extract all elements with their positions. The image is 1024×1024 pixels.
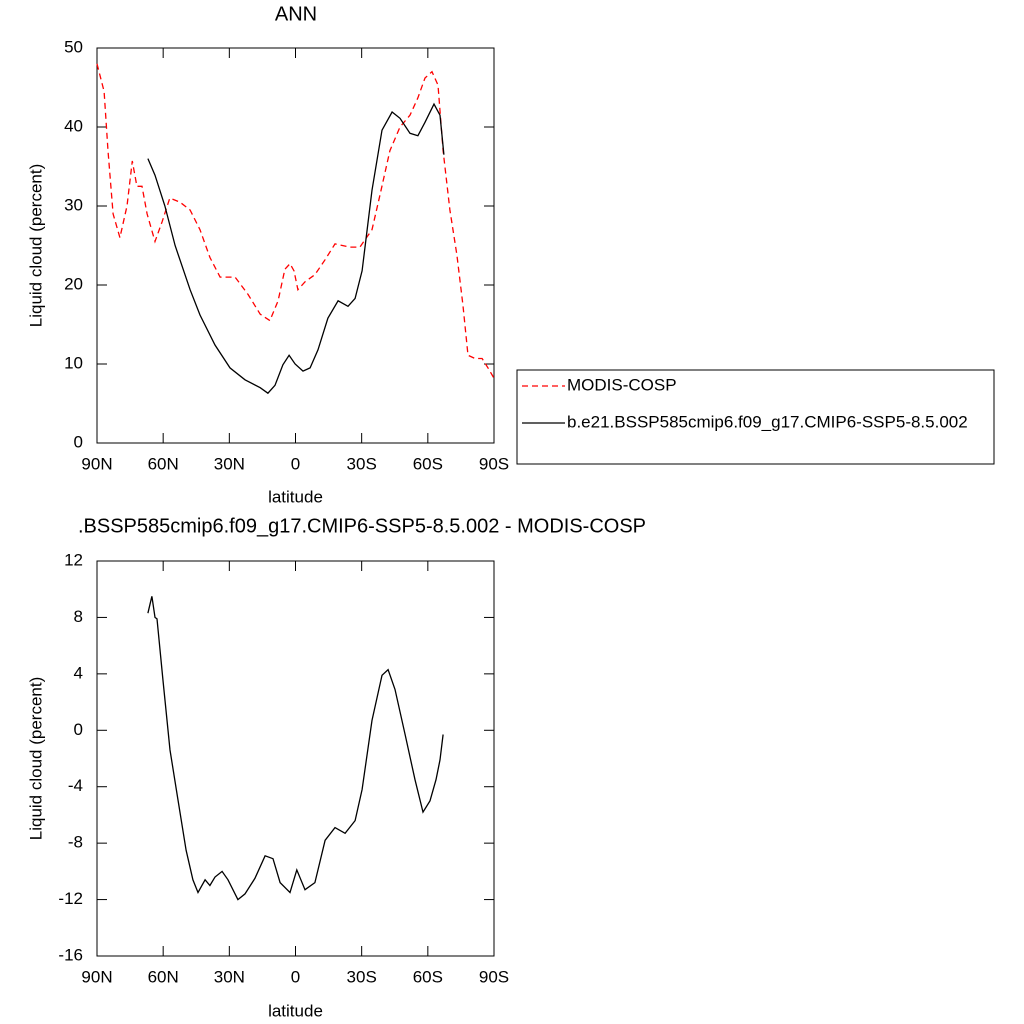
x-tick-label: 90N	[81, 454, 112, 473]
legend: MODIS-COSP b.e21.BSSP585cmip6.f09_g17.CMI…	[516, 369, 995, 465]
y-tick-label: -8	[68, 833, 83, 852]
x-tick-label: 90S	[479, 967, 509, 986]
chart-title: .BSSP585cmip6.f09_g17.CMIP6-SSP5-8.5.002…	[78, 515, 646, 537]
x-tick-label: 60S	[413, 454, 443, 473]
y-tick-label: 0	[74, 720, 83, 739]
y-tick-label: -4	[68, 776, 83, 795]
x-tick-label: 30S	[347, 454, 377, 473]
y-tick-label: 4	[74, 663, 83, 682]
y-tick-label: 8	[74, 607, 83, 626]
data-line	[96, 63, 495, 379]
x-tick-label: 60S	[413, 967, 443, 986]
legend-label: b.e21.BSSP585cmip6.f09_g17.CMIP6-SSP5-8.…	[567, 412, 968, 431]
legend-box	[516, 369, 995, 465]
y-tick-label: 12	[64, 550, 83, 569]
x-tick-label: 60N	[148, 967, 179, 986]
y-axis-label: Liquid cloud (percent)	[26, 164, 45, 327]
x-tick-label: 30N	[214, 967, 245, 986]
y-tick-label: 30	[64, 195, 83, 214]
y-tick-label: 10	[64, 353, 83, 372]
y-tick-label: -16	[58, 945, 83, 964]
y-tick-label: 50	[64, 37, 83, 56]
x-tick-label: 90S	[479, 454, 509, 473]
x-tick-label: 30S	[347, 967, 377, 986]
x-axis-label: latitude	[268, 487, 323, 506]
y-tick-label: 0	[74, 432, 83, 451]
x-tick-label: 30N	[214, 454, 245, 473]
data-line	[147, 596, 444, 901]
x-tick-label: 90N	[81, 967, 112, 986]
x-axis-label: latitude	[268, 1001, 323, 1020]
chart-title: ANN	[275, 3, 317, 25]
plot-frame	[96, 47, 495, 444]
y-tick-label: 40	[64, 116, 83, 135]
x-tick-label: 60N	[148, 454, 179, 473]
y-tick-label: -12	[58, 889, 83, 908]
x-tick-label: 0	[291, 967, 300, 986]
y-axis-label: Liquid cloud (percent)	[26, 677, 45, 840]
x-tick-label: 0	[291, 454, 300, 473]
y-tick-label: 20	[64, 274, 83, 293]
data-line	[147, 102, 445, 395]
legend-label: MODIS-COSP	[567, 375, 677, 394]
